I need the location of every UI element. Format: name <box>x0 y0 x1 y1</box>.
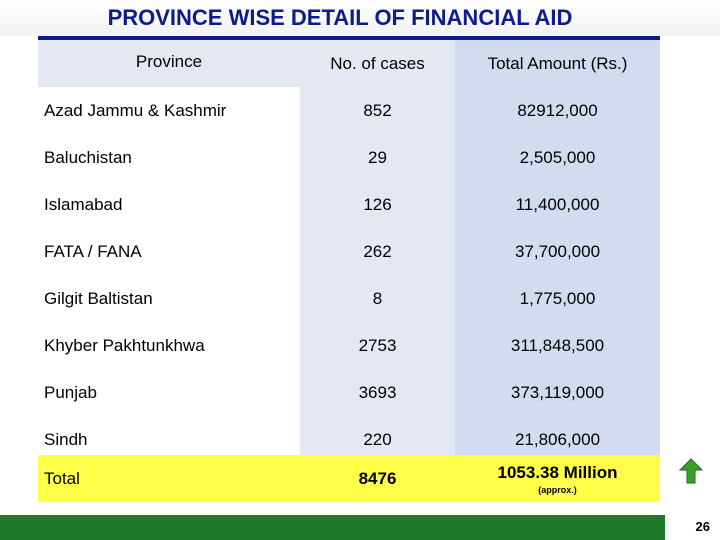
cases-cell: 29 <box>300 134 455 181</box>
footer-bar <box>0 515 720 540</box>
cases-cell: 262 <box>300 228 455 275</box>
table-row: Gilgit Baltistan 8 1,775,000 <box>38 275 660 322</box>
title-underline <box>38 36 660 40</box>
cases-cell: 126 <box>300 181 455 228</box>
cases-cell: 852 <box>300 87 455 134</box>
up-arrow-icon[interactable] <box>679 458 703 484</box>
amount-cell: 1,775,000 <box>455 275 660 322</box>
table-row: Islamabad 126 11,400,000 <box>38 181 660 228</box>
amount-cell: 373,119,000 <box>455 369 660 416</box>
cases-cell: 8 <box>300 275 455 322</box>
province-cell: Khyber Pakhtunkhwa <box>38 322 300 369</box>
header-cases: No. of cases <box>300 40 455 87</box>
amount-cell: 37,700,000 <box>455 228 660 275</box>
total-cases: 8476 <box>300 455 455 502</box>
page-number-panel <box>665 505 720 540</box>
total-amount-note: (approx.) <box>538 484 577 495</box>
table-row: Khyber Pakhtunkhwa 2753 311,848,500 <box>38 322 660 369</box>
province-cell: Gilgit Baltistan <box>38 275 300 322</box>
total-amount: 1053.38 Million <box>497 462 618 482</box>
amount-cell: 2,505,000 <box>455 134 660 181</box>
province-cell: Baluchistan <box>38 134 300 181</box>
cases-cell: 3693 <box>300 369 455 416</box>
table-row: Baluchistan 29 2,505,000 <box>38 134 660 181</box>
header-province: Province <box>38 40 300 87</box>
amount-cell: 311,848,500 <box>455 322 660 369</box>
province-cell: FATA / FANA <box>38 228 300 275</box>
province-cell: Punjab <box>38 369 300 416</box>
title-bar <box>0 0 720 36</box>
province-cell: Islamabad <box>38 181 300 228</box>
total-label: Total <box>38 455 300 502</box>
header-amount: Total Amount (Rs.) <box>455 40 660 87</box>
total-row: Total 8476 1053.38 Million (approx.) <box>38 455 660 502</box>
cases-cell: 2753 <box>300 322 455 369</box>
amount-cell: 11,400,000 <box>455 181 660 228</box>
total-amount-cell: 1053.38 Million (approx.) <box>455 455 660 502</box>
amount-cell: 82912,000 <box>455 87 660 134</box>
province-cell: Azad Jammu & Kashmir <box>38 87 300 134</box>
table-row: Punjab 3693 373,119,000 <box>38 369 660 416</box>
page-title: PROVINCE WISE DETAIL OF FINANCIAL AID <box>107 5 573 30</box>
table-row: Azad Jammu & Kashmir 852 82912,000 <box>38 87 660 134</box>
table-header-row: Province No. of cases Total Amount (Rs.) <box>38 40 660 87</box>
table-row: FATA / FANA 262 37,700,000 <box>38 228 660 275</box>
page-number: 26 <box>695 519 710 534</box>
